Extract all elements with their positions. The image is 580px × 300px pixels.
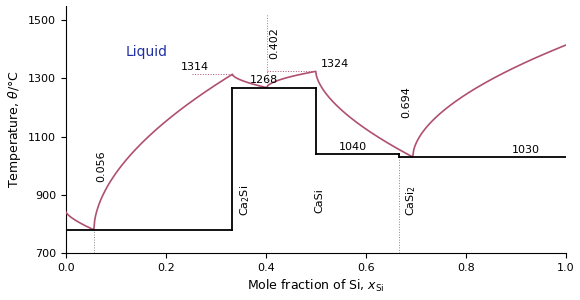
Text: 0.056: 0.056 bbox=[96, 150, 106, 182]
Text: 1324: 1324 bbox=[321, 59, 349, 69]
Text: CaSi: CaSi bbox=[315, 188, 325, 213]
X-axis label: Mole fraction of Si, $x_\mathrm{Si}$: Mole fraction of Si, $x_\mathrm{Si}$ bbox=[247, 278, 385, 294]
Text: 1268: 1268 bbox=[250, 75, 278, 85]
Text: CaSi$_2$: CaSi$_2$ bbox=[405, 185, 418, 216]
Text: 0.694: 0.694 bbox=[401, 86, 412, 118]
Y-axis label: Temperature, $\theta$/°C: Temperature, $\theta$/°C bbox=[6, 70, 23, 188]
Text: Liquid: Liquid bbox=[126, 45, 168, 59]
Text: 1314: 1314 bbox=[181, 62, 209, 72]
Text: 1040: 1040 bbox=[338, 142, 367, 152]
Text: Ca$_2$Si: Ca$_2$Si bbox=[238, 185, 252, 216]
Text: 1030: 1030 bbox=[512, 145, 539, 154]
Text: 0.402: 0.402 bbox=[269, 28, 279, 59]
